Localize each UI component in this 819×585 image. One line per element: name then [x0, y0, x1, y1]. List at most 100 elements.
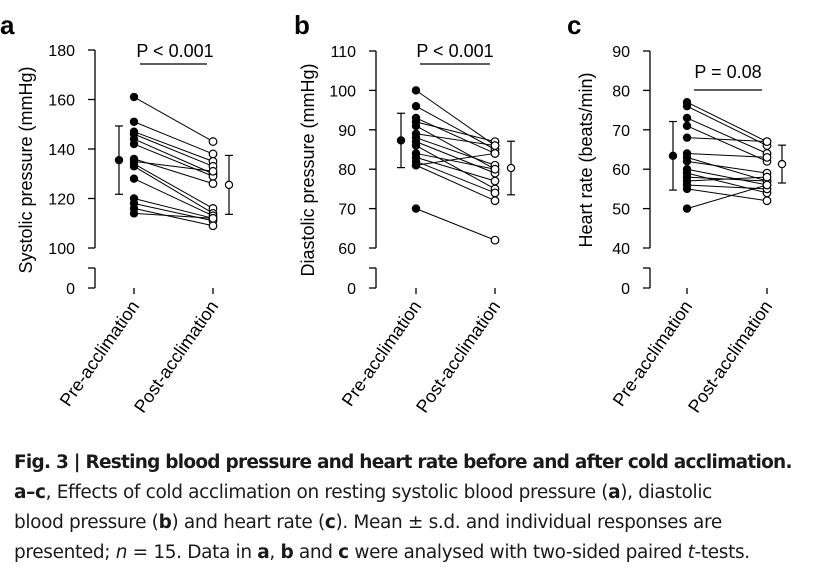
- caption-ref-a: a: [257, 542, 270, 563]
- panel-a-mean-pre: [114, 155, 124, 165]
- panel-a-post-point: [208, 166, 218, 176]
- panel-b-letter: b: [294, 10, 310, 40]
- panel-b-pre-point: [411, 101, 421, 111]
- panel-c-pair-line: [686, 137, 768, 143]
- caption-n-symbol: n: [115, 542, 128, 563]
- panel-a-pair-line: [133, 96, 214, 143]
- panel-b-pair-line: [415, 141, 496, 174]
- panel-c-y-tick-label: 40: [612, 241, 630, 258]
- caption-panel-range: a–c: [14, 482, 46, 503]
- caption-line-2: a–c, Effects of cold acclimation on rest…: [14, 478, 809, 508]
- panel-a-x-label-pre: Pre-acclimation: [56, 297, 144, 410]
- caption-text: = 15. Data in: [127, 542, 258, 563]
- panel-c-post-point: [762, 196, 772, 206]
- panel-b-pair-line: [415, 208, 496, 241]
- panel-c-pair-line: [686, 152, 768, 158]
- panel-c-y-tick-label: 60: [612, 162, 630, 179]
- caption-text: and: [293, 542, 339, 563]
- panel-a-pre-point: [129, 117, 139, 126]
- panel-a-pair-line: [133, 133, 214, 167]
- panel-b-pair-line: [415, 105, 496, 150]
- panel-c-pair-line: [686, 172, 768, 194]
- panel-a-pre-point: [129, 139, 139, 149]
- panel-c-mean-pre: [668, 151, 678, 161]
- panel-b-post-point: [490, 164, 500, 174]
- panel-c-pre-point: [682, 204, 692, 213]
- panel-a-pair-line: [133, 131, 214, 162]
- panel-b-pair-line: [415, 121, 496, 143]
- panel-a: a Systolic pressure (mmHg) P < 0.001 180…: [0, 10, 234, 417]
- panel-a-pair-line: [133, 198, 214, 219]
- panel-c-pair-line: [686, 176, 768, 182]
- caption-ref-c: c: [324, 512, 336, 533]
- panel-b-y-tick-label: 90: [338, 123, 356, 140]
- panel-c-pair-line: [686, 184, 768, 190]
- panel-b-pair-line: [415, 137, 496, 166]
- panel-c-post-point: [762, 152, 772, 162]
- panel-c-pair-line: [686, 188, 768, 202]
- panel-a-pair-line: [133, 165, 214, 214]
- panel-a-post-point: [208, 137, 218, 146]
- panel-b-pre-point: [411, 86, 421, 95]
- caption-text: , Effects of cold acclimation on resting…: [45, 482, 609, 503]
- panel-a-letter: a: [0, 10, 15, 40]
- panel-c-pair-line: [686, 101, 768, 143]
- panel-a-pair-line: [133, 178, 214, 217]
- caption-line-4: presented; n = 15. Data in a, b and c we…: [14, 538, 809, 568]
- panel-c-annotation: P = 0.08: [694, 62, 761, 82]
- panel-c-pre-point: [682, 133, 692, 142]
- panel-b-mean-post: [506, 163, 516, 173]
- panel-a-x-label-post: Post-acclimation: [130, 297, 222, 417]
- panel-c-y-tick-label: 70: [612, 123, 630, 140]
- panel-c-post-point: [762, 137, 772, 147]
- panel-b-pair-line: [415, 160, 496, 194]
- panel-b-post-point: [490, 141, 500, 150]
- caption-ref-a: a: [608, 482, 621, 503]
- panel-c-y-tick-label: 80: [612, 83, 630, 100]
- panel-a-y-tick-label: 180: [48, 43, 75, 60]
- panel-a-y-tick-label: 100: [48, 241, 75, 258]
- panel-a-post-point: [208, 149, 218, 159]
- panel-c-x-label-post: Post-acclimation: [684, 297, 776, 417]
- panel-b-ylabel: Diastolic pressure (mmHg): [298, 63, 318, 276]
- panel-b-post-point: [490, 235, 500, 245]
- panel-b-post-point: [490, 196, 500, 206]
- panel-b-y-tick-label: 70: [338, 202, 356, 219]
- panel-a-pre-point: [129, 162, 139, 171]
- panel-b-pair-line: [415, 164, 496, 202]
- panel-c-pre-point: [682, 184, 692, 194]
- panel-b-pair-line: [415, 152, 496, 166]
- panel-b-pair-line: [415, 156, 496, 182]
- panel-a-post-point: [208, 179, 218, 189]
- figure-3-chart: a Systolic pressure (mmHg) P < 0.001 180…: [0, 10, 787, 417]
- panel-a-y-tick-label: 160: [48, 93, 75, 110]
- panel-c-mean-post: [777, 159, 787, 169]
- panel-a-post-point: [208, 213, 218, 223]
- panel-a-pre-point: [129, 174, 139, 183]
- panel-b-pair-line: [415, 89, 496, 146]
- panel-c-pair-line: [686, 156, 768, 182]
- panel-b-y-tick-label: 60: [338, 241, 356, 258]
- panel-b: b Diastolic pressure (mmHg) P < 0.001 11…: [294, 10, 516, 417]
- panel-a-pre-point: [129, 92, 139, 102]
- panel-c-pair-line: [686, 117, 768, 154]
- panel-b-pair-line: [415, 133, 496, 147]
- caption-ref-b: b: [158, 512, 172, 533]
- panel-c-pair-line: [686, 105, 768, 147]
- panel-a-pair-line: [133, 207, 214, 227]
- caption-text: were analysed with two-sided paired: [348, 542, 688, 563]
- panel-a-pair-line: [133, 138, 214, 175]
- panel-a-pair-line: [133, 163, 214, 209]
- panel-b-x-label-post: Post-acclimation: [412, 297, 504, 417]
- panel-c-ylabel: Heart rate (beats/min): [576, 72, 596, 247]
- panel-b-post-point: [490, 176, 500, 186]
- panel-a-y-tick-label: 120: [48, 192, 75, 209]
- caption-text: ), diastolic: [620, 482, 712, 503]
- panel-b-y-tick-label-zero: 0: [347, 281, 356, 298]
- panel-b-mean-pre: [396, 136, 406, 145]
- panel-c-pair-line: [686, 184, 768, 210]
- panel-a-y-tick-label-zero: 0: [66, 281, 75, 298]
- caption-line-3: blood pressure (b) and heart rate (c). M…: [14, 508, 809, 538]
- panel-c-pre-point: [682, 121, 692, 131]
- panel-c-letter: c: [567, 10, 581, 40]
